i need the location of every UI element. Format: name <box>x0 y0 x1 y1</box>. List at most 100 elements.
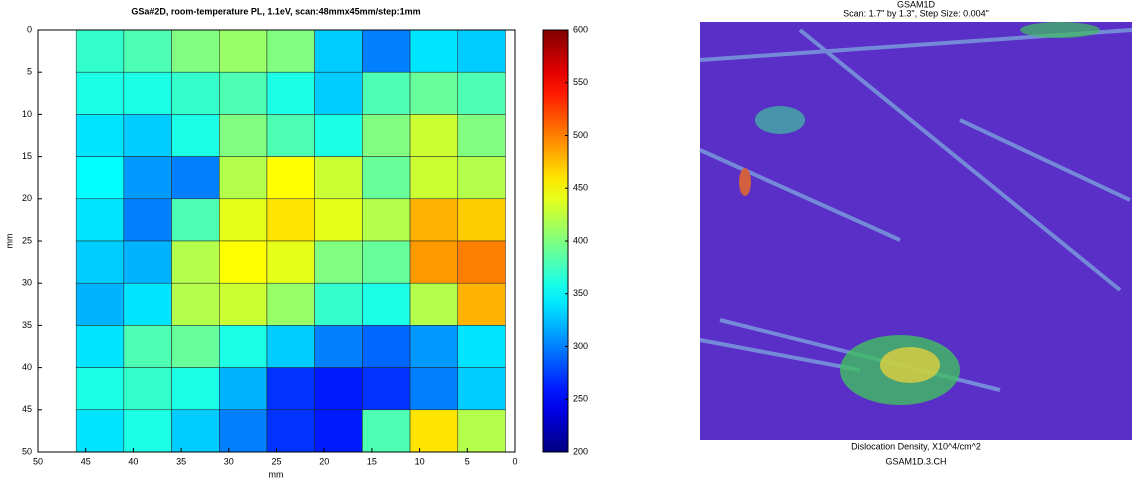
heat-cell <box>409 409 459 453</box>
heat-cell <box>266 367 315 411</box>
x-tick-label: 40 <box>128 456 138 466</box>
heat-cell <box>457 240 506 284</box>
heat-cell <box>362 240 411 284</box>
heat-cell <box>409 282 459 326</box>
heat-cell <box>171 409 220 453</box>
heat-cell <box>409 29 459 73</box>
map-patch <box>755 106 805 134</box>
heat-cell <box>171 29 220 73</box>
heat-cell <box>75 198 125 242</box>
colorbar <box>542 29 569 453</box>
heat-cell <box>457 325 506 368</box>
heat-cell <box>219 114 268 157</box>
y-tick-label: 45 <box>22 404 32 414</box>
colorbar-tick-label: 350 <box>573 288 588 298</box>
heat-cell <box>171 156 220 200</box>
heat-cell <box>314 240 363 284</box>
heat-cell <box>314 114 363 157</box>
heat-cell <box>362 367 411 411</box>
heat-cell <box>219 71 268 115</box>
heat-cell <box>123 240 172 284</box>
heat-cell <box>362 325 411 368</box>
heat-cell <box>266 240 315 284</box>
y-tick-label: 35 <box>22 320 32 330</box>
map-label: GSAM1D.3.CH <box>885 456 946 466</box>
x-tick-label: 30 <box>224 456 234 466</box>
heat-cell <box>123 71 172 115</box>
dislocation-map <box>699 22 1133 440</box>
heat-cell <box>219 240 268 284</box>
heat-cell <box>75 367 125 411</box>
heat-cell <box>314 156 363 200</box>
y-tick-label: 5 <box>27 67 32 77</box>
heat-cell <box>75 71 125 115</box>
heat-cell <box>266 71 315 115</box>
colorbar-tick-label: 300 <box>573 341 588 351</box>
y-axis-label: mm <box>4 234 14 249</box>
x-tick-label: 20 <box>319 456 329 466</box>
x-tick-label: 50 <box>33 456 43 466</box>
heat-cell <box>171 71 220 115</box>
x-tick-label: 10 <box>415 456 425 466</box>
heat-cell <box>75 240 125 284</box>
heat-cell <box>219 325 268 368</box>
heat-cell <box>362 71 411 115</box>
y-tick-label: 20 <box>22 193 32 203</box>
heat-cell <box>75 282 125 326</box>
heat-cell <box>123 325 172 368</box>
heat-cell <box>314 282 363 326</box>
heat-cell <box>266 282 315 326</box>
heat-cell <box>171 367 220 411</box>
heat-cell <box>314 29 363 73</box>
colorbar-tick-label: 500 <box>573 130 588 140</box>
heat-cell <box>266 114 315 157</box>
heat-cell <box>409 156 459 200</box>
heat-cell <box>314 325 363 368</box>
heat-cell <box>75 409 125 453</box>
heat-cell <box>314 409 363 453</box>
heat-cell <box>314 367 363 411</box>
colorbar-tick-label: 400 <box>573 235 588 245</box>
map-title: GSAM1D <box>897 0 936 9</box>
map-patch <box>880 347 940 383</box>
heat-cell <box>75 29 125 73</box>
x-tick-label: 25 <box>271 456 281 466</box>
heat-cell <box>219 156 268 200</box>
heat-cell <box>457 367 506 411</box>
heat-cell <box>171 325 220 368</box>
heat-cell <box>457 282 506 326</box>
heat-cell <box>314 198 363 242</box>
heat-cell <box>457 114 506 157</box>
x-tick-label: 45 <box>81 456 91 466</box>
chart-title: GSa#2D, room-temperature PL, 1.1eV, scan… <box>131 6 420 16</box>
heat-cell <box>362 29 411 73</box>
heat-cell <box>219 198 268 242</box>
heat-cell <box>123 282 172 326</box>
heat-cell <box>266 409 315 453</box>
heat-cell <box>362 282 411 326</box>
heat-cell <box>75 325 125 368</box>
heat-cell <box>409 71 459 115</box>
colorbar-tick-label: 600 <box>573 24 588 34</box>
heat-cell <box>123 409 172 453</box>
y-tick-label: 30 <box>22 278 32 288</box>
y-tick-label: 40 <box>22 362 32 372</box>
heat-cell <box>362 114 411 157</box>
x-tick-label: 0 <box>512 456 517 466</box>
heat-cell <box>171 114 220 157</box>
heat-cell <box>457 198 506 242</box>
heat-cell <box>457 29 506 73</box>
map-subtitle: Scan: 1.7" by 1.3", Step Size: 0.004" <box>843 8 989 18</box>
heat-cell <box>171 240 220 284</box>
y-tick-label: 50 <box>22 446 32 456</box>
heat-cell <box>123 114 172 157</box>
heat-cell <box>409 198 459 242</box>
y-tick-label: 25 <box>22 235 32 245</box>
heat-cell <box>266 156 315 200</box>
heat-cell <box>219 367 268 411</box>
colorbar-tick-label: 550 <box>573 77 588 87</box>
heat-cell <box>362 409 411 453</box>
heat-cell <box>409 367 459 411</box>
